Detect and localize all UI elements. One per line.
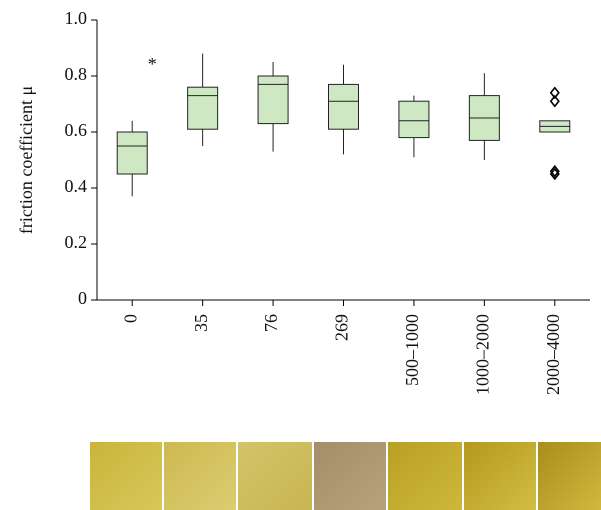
x-tick-label: 269 [332,314,352,341]
photo [538,442,601,510]
annotation: * [148,54,157,74]
x-tick-label: 1000–2000 [472,314,492,395]
box [398,100,430,139]
photo [90,442,162,510]
photo [314,442,386,510]
y-tick-label: 0.6 [65,120,88,140]
flier [549,94,560,108]
photo [164,442,236,510]
photo [388,442,462,510]
box [187,86,219,130]
x-tick-label: 2000–4000 [543,314,563,395]
photo-strip [90,442,601,510]
flier [549,167,560,181]
y-tick-label: 0 [78,288,87,308]
x-tick-label: 0 [120,314,140,323]
photo [238,442,312,510]
x-tick-label: 35 [191,314,211,332]
box [116,131,148,175]
y-axis-label: friction coefficient μ [16,86,36,234]
flier [549,164,560,178]
x-tick-label: 76 [261,314,281,332]
y-tick-label: 0.2 [65,232,88,252]
x-tick-label: 500–1000 [402,314,422,386]
photo [464,442,536,510]
box [328,83,359,130]
y-tick-label: 0.8 [65,64,88,84]
box [257,75,289,125]
y-tick-label: 1.0 [65,8,88,28]
flier [549,86,560,100]
y-tick-label: 0.4 [65,176,88,196]
